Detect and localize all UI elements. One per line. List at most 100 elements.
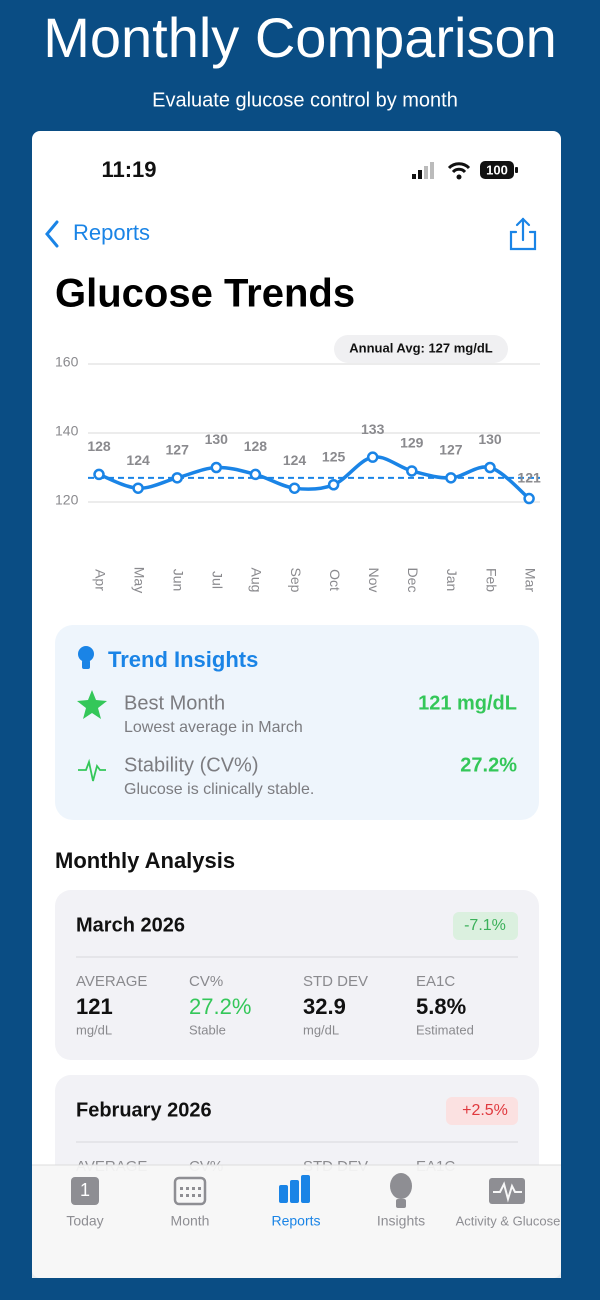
metric-unit: mg/dL xyxy=(76,1022,112,1037)
card-month: March 2026 xyxy=(76,914,185,936)
data-point xyxy=(249,468,262,481)
section-title: Monthly Analysis xyxy=(55,848,235,873)
bulb-icon xyxy=(78,646,94,669)
data-label: 124 xyxy=(126,452,150,468)
x-tick-label: Jun xyxy=(170,569,186,592)
tab-icon xyxy=(71,1177,99,1205)
x-tick-label: Jul xyxy=(210,571,226,589)
status-icons xyxy=(412,161,518,180)
data-label: 130 xyxy=(205,431,229,447)
tab-icon xyxy=(186,1194,189,1197)
insight-detail: Lowest average in March xyxy=(124,719,303,736)
data-point xyxy=(210,461,223,474)
tab[interactable]: Reports xyxy=(271,1175,321,1229)
x-tick-label: Nov xyxy=(366,568,382,593)
x-tick-label: May xyxy=(131,567,147,593)
x-tick-label: Jan xyxy=(444,569,460,592)
card-month: February 2026 xyxy=(76,1099,212,1121)
tab-icon xyxy=(279,1185,288,1203)
insight-value: 27.2% xyxy=(460,754,517,776)
data-point xyxy=(406,465,418,477)
data-label: 128 xyxy=(244,438,268,454)
data-label: 124 xyxy=(283,452,307,468)
x-tick-label: Mar xyxy=(522,568,538,592)
pulse-icon xyxy=(78,758,106,782)
tab-label: Month xyxy=(171,1213,210,1229)
metric-value: 5.8% xyxy=(416,994,466,1019)
data-label: 121 xyxy=(517,469,541,485)
tab[interactable]: Month xyxy=(171,1176,210,1229)
x-tick-label: Feb xyxy=(483,568,499,592)
insight-value: 121 mg/dL xyxy=(418,692,517,714)
tab-icon xyxy=(186,1187,189,1190)
data-label: 130 xyxy=(478,431,502,447)
metric-unit: Stable xyxy=(189,1022,226,1037)
insight-label: Stability (CV%) xyxy=(124,754,258,776)
data-point xyxy=(445,472,457,484)
data-point xyxy=(366,451,379,463)
tab-icon xyxy=(290,1180,299,1203)
tab-icon xyxy=(173,1176,207,1206)
metric-label: EA1C xyxy=(416,973,455,990)
change-value: +2.5% xyxy=(462,1102,508,1119)
metric-unit: Estimated xyxy=(416,1022,474,1037)
data-label: 133 xyxy=(361,421,385,437)
tab-icon xyxy=(198,1187,201,1190)
y-tick-label: 120 xyxy=(55,492,79,508)
x-tick-label: Oct xyxy=(327,569,343,591)
x-tick-label: Sep xyxy=(288,568,304,593)
tab-label: Today xyxy=(66,1213,103,1229)
tab-icon xyxy=(489,1178,525,1204)
tab-icon xyxy=(192,1187,195,1190)
tab-icon xyxy=(192,1194,195,1197)
data-label: 127 xyxy=(439,442,463,458)
data-point xyxy=(171,472,183,484)
insight-detail: Glucose is clinically stable. xyxy=(124,781,314,798)
tab-icon-text: 1 xyxy=(80,1180,90,1200)
star-icon xyxy=(77,690,107,719)
data-point xyxy=(327,479,340,491)
tab[interactable]: Activity & Glucose xyxy=(456,1178,561,1228)
back-link[interactable]: Reports xyxy=(73,220,150,245)
tab[interactable]: 1 Today xyxy=(66,1177,104,1229)
tab[interactable]: Insights xyxy=(377,1173,425,1229)
insight-label: Best Month xyxy=(124,692,225,714)
data-point xyxy=(288,482,301,494)
data-label: 127 xyxy=(166,442,190,458)
data-point xyxy=(523,492,535,505)
tab-icon xyxy=(396,1199,406,1208)
page-title: Glucose Trends xyxy=(55,272,355,316)
y-tick-label: 160 xyxy=(55,354,79,370)
metric-value: 121 xyxy=(76,994,113,1019)
status-time: 11:19 xyxy=(101,157,156,182)
data-point xyxy=(132,482,144,494)
change-badge xyxy=(453,912,518,940)
metric-value: 27.2% xyxy=(189,994,251,1019)
tab-icon xyxy=(180,1194,183,1197)
battery-level: 100 xyxy=(486,162,508,177)
change-value: -7.1% xyxy=(464,917,506,934)
tab-label: Reports xyxy=(271,1213,320,1229)
x-tick-label: Apr xyxy=(92,569,108,591)
y-tick-label: 140 xyxy=(55,423,79,439)
data-label: 129 xyxy=(400,435,424,451)
x-tick-label: Aug xyxy=(249,568,265,593)
tab-icon xyxy=(493,1181,522,1203)
title: Monthly Comparison xyxy=(43,6,557,69)
average-badge xyxy=(334,335,508,363)
subtitle: Evaluate glucose control by month xyxy=(152,89,458,111)
share-button[interactable] xyxy=(509,217,537,251)
tab-label: Insights xyxy=(377,1213,425,1229)
tab-icon xyxy=(180,1187,183,1190)
metric-unit: mg/dL xyxy=(303,1022,339,1037)
tab-icon xyxy=(390,1173,412,1199)
metric-value: 32.9 xyxy=(303,994,346,1019)
x-tick-label: Dec xyxy=(405,568,421,593)
month-card[interactable] xyxy=(55,890,539,1060)
back-chevron[interactable] xyxy=(45,220,59,248)
data-point xyxy=(484,461,496,474)
data-label: 128 xyxy=(87,438,111,454)
metric-label: CV% xyxy=(189,973,223,990)
